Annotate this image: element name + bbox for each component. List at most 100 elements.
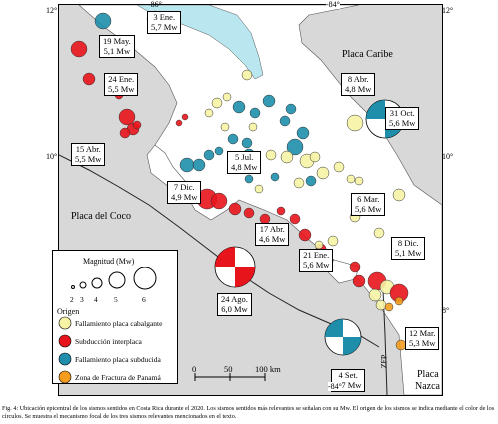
epicenter-circle	[314, 240, 324, 250]
coord-lon-84-top: -84°	[326, 0, 340, 9]
legend-mag-2: 2	[70, 295, 74, 304]
land-mass	[78, 5, 442, 395]
epicenter-circle	[214, 146, 224, 156]
legend-item-interplaca: Subducción interplaca	[75, 337, 142, 346]
legend-circle-m3	[79, 281, 87, 289]
epicenter-circle	[368, 288, 382, 302]
epicenter-circle	[248, 122, 258, 132]
epicenter-circle	[243, 207, 255, 219]
epicenter-circle	[241, 69, 253, 81]
epicenter-circle	[293, 177, 305, 189]
swatch-interplaca	[58, 334, 72, 348]
legend-mag-6: 6	[142, 295, 146, 304]
epicenter-circle	[179, 157, 195, 173]
epicenter-circle	[262, 94, 276, 108]
focal-mechanism-quadrant	[215, 247, 255, 287]
epicenter-circle	[333, 161, 345, 173]
epicenter-circle	[346, 114, 364, 132]
label-placa-caribe: Placa Caribe	[342, 49, 393, 60]
swatch-cabalgante	[58, 316, 72, 330]
event-label: 5 Jul. 4,8 Mw	[227, 151, 262, 174]
figure-caption: Fig. 4: Ubicación epicentral de los sism…	[2, 405, 495, 420]
epicenter-circle	[392, 188, 406, 202]
epicenter-circle	[241, 137, 253, 149]
epicenter-circle	[249, 107, 261, 119]
label-placa-nazca-2: Nazca	[415, 381, 440, 392]
coord-lon-84-bottom: -84°	[328, 382, 342, 391]
epicenter-circle	[298, 228, 312, 242]
epicenter-circle	[211, 97, 223, 109]
label-zfp: ZFP	[379, 354, 389, 369]
legend-circle-m6	[133, 267, 157, 290]
event-label: 15 Abr. 5,5 Mw	[71, 143, 106, 166]
scale-label-100: 100 km	[255, 364, 281, 374]
epicenter-circle	[289, 213, 301, 225]
label-placa-coco: Placa del Coco	[71, 211, 131, 222]
event-label: 8 Abr. 4,8 Mw	[341, 73, 376, 96]
epicenter-circle	[286, 138, 304, 156]
epicenter-circle	[119, 127, 131, 139]
coord-lat-12-right: 12°	[442, 6, 454, 15]
event-label: 7 Dic. 4,9 Mw	[167, 181, 202, 204]
epicenter-circle	[192, 158, 206, 172]
label-placa-nazca-1: Placa	[417, 369, 439, 380]
legend-item-panama: Zona de Fractura de Panamá	[75, 373, 161, 382]
event-label: 24 Ene. 5,5 Mw	[104, 73, 139, 96]
event-label: 17 Abr. 4,6 Mw	[255, 223, 290, 246]
epicenter-circle	[280, 150, 294, 164]
legend-item-cabalgante: Fallamiento placa cabalgante	[75, 319, 163, 328]
legend-origin-title: Origen	[57, 307, 80, 316]
epicenter-circle	[276, 206, 286, 216]
event-label: 31 Oct. 5,6 Mw	[385, 107, 420, 130]
epicenter-circle	[228, 202, 242, 216]
epicenter-circle	[309, 151, 321, 163]
epicenter-circle	[394, 296, 404, 306]
coord-lat-8-right: 8°	[442, 306, 450, 315]
legend-circle-m4	[91, 277, 103, 289]
legend-item-subducida: Fallamiento placa subducida	[75, 355, 161, 364]
event-label: 24 Ago. 6,0 Mw	[217, 293, 252, 316]
epicenter-circle	[132, 120, 142, 130]
coord-lat-10-left: 10°	[46, 152, 58, 161]
epicenter-circle	[181, 113, 189, 121]
epicenter-circle	[279, 115, 291, 127]
epicenter-circle	[210, 192, 228, 210]
epicenter-circle	[375, 299, 387, 311]
epicenter-circle	[352, 274, 366, 288]
epicenter-circle	[244, 174, 254, 184]
epicenter-circle	[265, 149, 277, 161]
epicenter-circle	[82, 72, 96, 86]
epicenter-circle	[94, 12, 112, 30]
legend-mag-3: 3	[80, 295, 84, 304]
epicenter-circle	[296, 126, 310, 140]
legend-circle-m5	[108, 271, 126, 289]
epicenter-circle	[354, 176, 364, 186]
legend-magnitude-circles	[71, 267, 157, 290]
epicenter-circle	[270, 172, 280, 182]
epicenter-circle	[222, 92, 232, 102]
legend-mag-4: 4	[94, 295, 98, 304]
legend: Magnitud (Mw) 2 3 4 5 6 Origen Fallamien…	[52, 250, 178, 384]
legend-mag-5: 5	[114, 295, 118, 304]
swatch-panama	[58, 370, 72, 384]
epicenter-circle	[384, 302, 394, 312]
event-label: 6 Mar. 5,6 Mw	[351, 193, 386, 216]
epicenter-circle	[373, 227, 385, 239]
epicenter-circle	[204, 108, 214, 118]
epicenter-circle	[175, 119, 183, 127]
focal-mechanism-quadrant	[325, 319, 361, 355]
legend-magnitude-title: Magnitud (Mw)	[83, 257, 135, 266]
event-label: 12 Mar. 5,3 Mw	[405, 327, 440, 350]
epicenter-circle	[316, 166, 330, 180]
epicenter-circle	[227, 133, 239, 145]
epicenter-circle	[305, 175, 317, 187]
epicenter-circle	[254, 184, 264, 194]
epicenter-circle	[118, 108, 136, 126]
epicenter-circle	[327, 235, 339, 247]
map-frame: Placa Caribe Placa del Coco Placa Nazca …	[58, 4, 443, 396]
scale-label-0: 0	[192, 364, 197, 374]
legend-circle-m2	[71, 285, 75, 289]
epicenter-circle	[203, 149, 215, 161]
event-label: 3 Ene. 5,7 Mw	[147, 11, 182, 34]
epicenter-circle	[70, 40, 88, 58]
